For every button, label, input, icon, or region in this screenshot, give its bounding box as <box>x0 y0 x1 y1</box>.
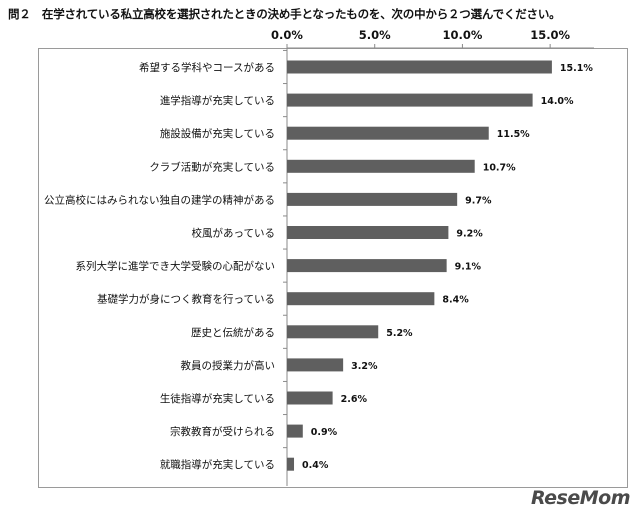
bar <box>287 259 447 273</box>
resemom-logo: ReseMom <box>530 487 631 509</box>
bar <box>287 391 333 405</box>
bar <box>287 292 435 306</box>
category-label: 生徒指導が充実している <box>160 392 275 405</box>
category-label: クラブ活動が充実している <box>149 160 275 173</box>
bar <box>287 60 552 74</box>
x-tick-label: 10.0% <box>442 28 482 42</box>
data-label: 10.7% <box>483 162 516 173</box>
data-label: 9.2% <box>456 229 483 240</box>
x-tick-label: 0.0% <box>271 28 303 42</box>
bar <box>287 159 475 173</box>
data-label: 3.2% <box>351 361 378 372</box>
category-label: 公立高校にはみられない独自の建学の精神がある <box>44 193 275 206</box>
x-tick-label: 15.0% <box>530 28 570 42</box>
bar <box>287 358 344 372</box>
category-label: 基礎学力が身につく教育を行っている <box>97 293 275 306</box>
category-label: 系列大学に進学でき大学受験の心配がない <box>76 260 276 273</box>
bar <box>287 93 533 107</box>
data-label: 9.7% <box>465 195 492 206</box>
data-label: 2.6% <box>341 394 368 405</box>
category-label: 教員の授業力が高い <box>181 359 276 372</box>
category-label: 校風があっている <box>192 227 275 240</box>
category-label: 歴史と伝統がある <box>191 326 275 339</box>
data-label: 9.1% <box>455 262 482 273</box>
bar <box>287 424 303 438</box>
data-label: 0.4% <box>302 460 329 471</box>
bar <box>287 126 489 140</box>
data-label: 15.1% <box>560 63 593 74</box>
bar <box>287 457 295 471</box>
category-label: 就職指導が充実している <box>160 458 275 471</box>
category-label: 宗教教育が受けられる <box>170 425 275 438</box>
category-label: 施設設備が充実している <box>160 127 275 140</box>
data-label: 8.4% <box>442 295 469 306</box>
data-label: 0.9% <box>311 427 338 438</box>
x-tick-label: 5.0% <box>359 28 391 42</box>
data-label: 14.0% <box>541 96 574 107</box>
category-label: 進学指導が充実している <box>160 94 275 107</box>
bar <box>287 325 379 339</box>
chart-title: 問２ 在学されている私立高校を選択されたときの決め手となったものを、次の中から２… <box>8 7 561 21</box>
bar <box>287 226 449 239</box>
data-label: 11.5% <box>497 129 530 140</box>
category-label: 希望する学科やコースがある <box>139 61 275 74</box>
bar <box>287 192 458 206</box>
data-label: 5.2% <box>386 328 413 339</box>
